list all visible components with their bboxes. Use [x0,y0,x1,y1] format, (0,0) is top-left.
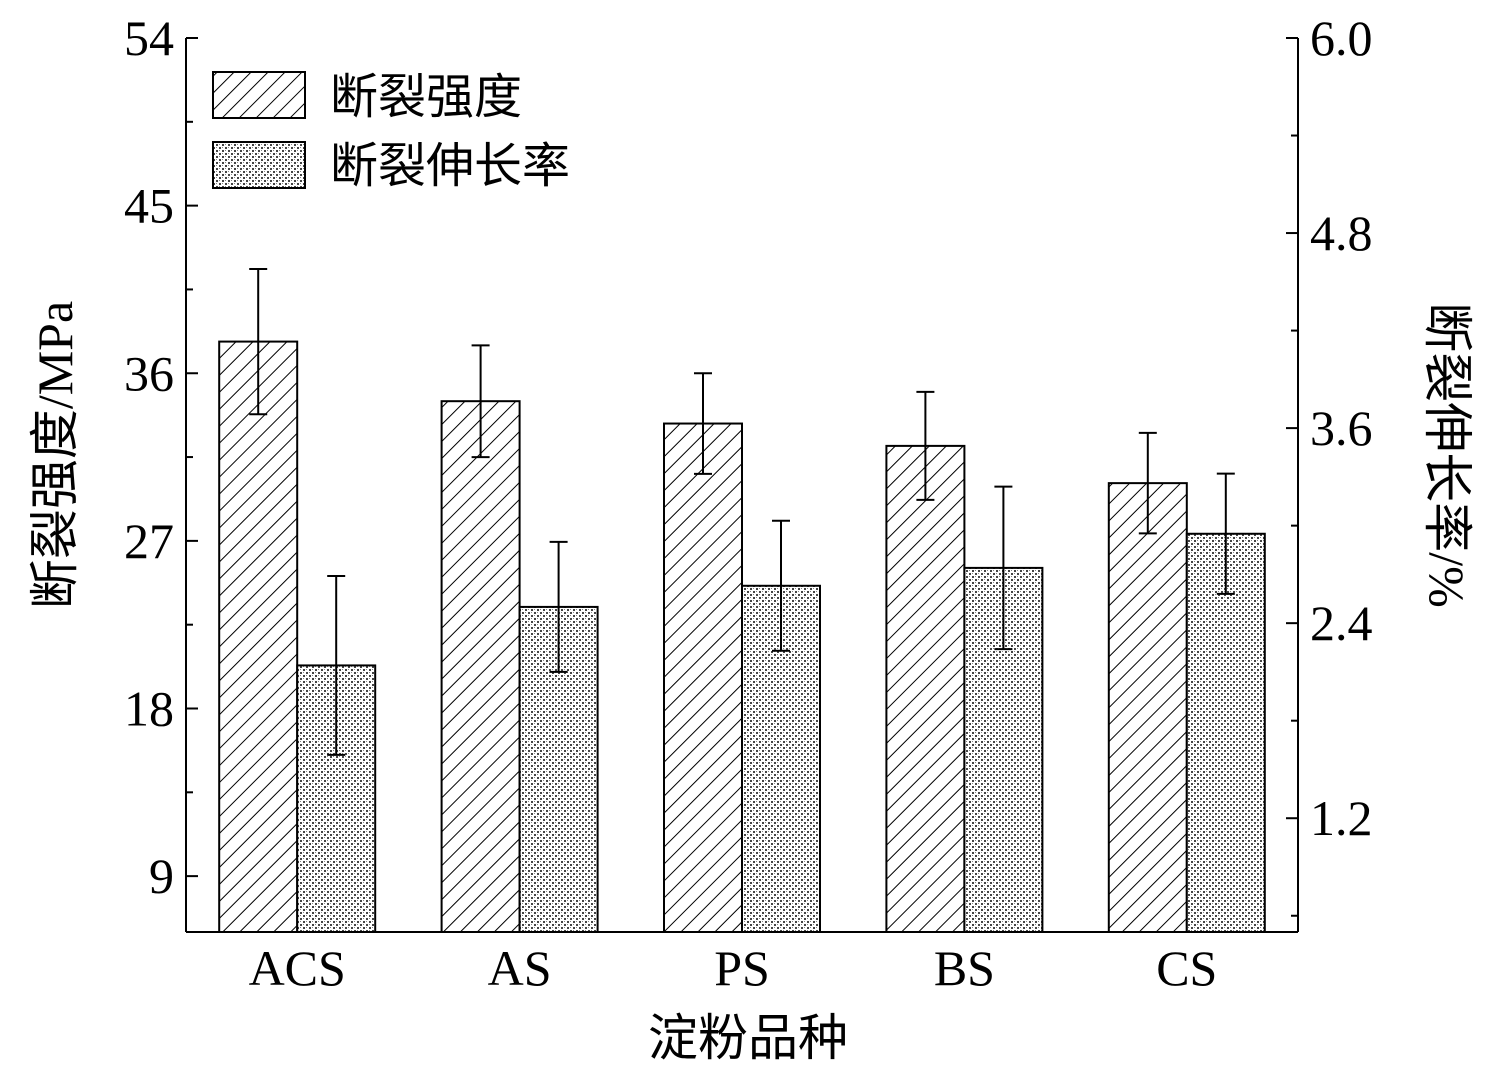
y-left-tick-label: 27 [124,513,174,569]
x-axis-title: 淀粉品种 [648,1010,848,1066]
bar-strength-ps [663,422,743,933]
x-tick-label-ps: PS [714,940,770,996]
legend-swatch-strength [212,71,306,119]
bar-strength-acs [218,340,299,933]
y-right-tick-label: 4.8 [1310,205,1373,261]
legend-label-strength: 断裂强度 [330,71,522,124]
bar-strength-cs [1107,482,1188,933]
x-tick-label-as: AS [488,940,552,996]
legend-label-elongation: 断裂伸长率 [330,140,570,193]
x-tick-label-acs: ACS [249,940,346,996]
y-left-axis-title: 断裂强度/MPa [27,301,83,609]
y-right-tick-label: 6.0 [1310,10,1373,66]
y-left-tick-label: 45 [124,178,174,234]
legend: 断裂强度 断裂伸长率 [212,71,570,193]
y-right-tick-label: 2.4 [1310,595,1373,651]
y-left-tick-label: 54 [124,10,174,66]
legend-swatch-elongation [212,141,306,189]
bars-layer [218,340,1266,934]
x-tick-label-cs: CS [1156,940,1217,996]
y-left-tick-label: 9 [149,848,174,904]
error-bars-layer [249,267,1235,756]
y-right-axis-title: 断裂伸长率/% [1419,302,1475,608]
bar-strength-bs [885,444,966,933]
bar-strength-as [440,400,521,933]
y-left-tick-label: 36 [124,345,174,401]
y-right-tick-label: 3.6 [1310,400,1373,456]
axes-layer: ACS AS PS BS CS 9 18 27 36 45 54 1.2 2.4 3.6 4.8 6.0 [124,10,1373,996]
y-left-tick-label: 18 [124,681,174,737]
y-right-tick-label: 1.2 [1310,790,1373,846]
x-tick-label-bs: BS [934,940,995,996]
